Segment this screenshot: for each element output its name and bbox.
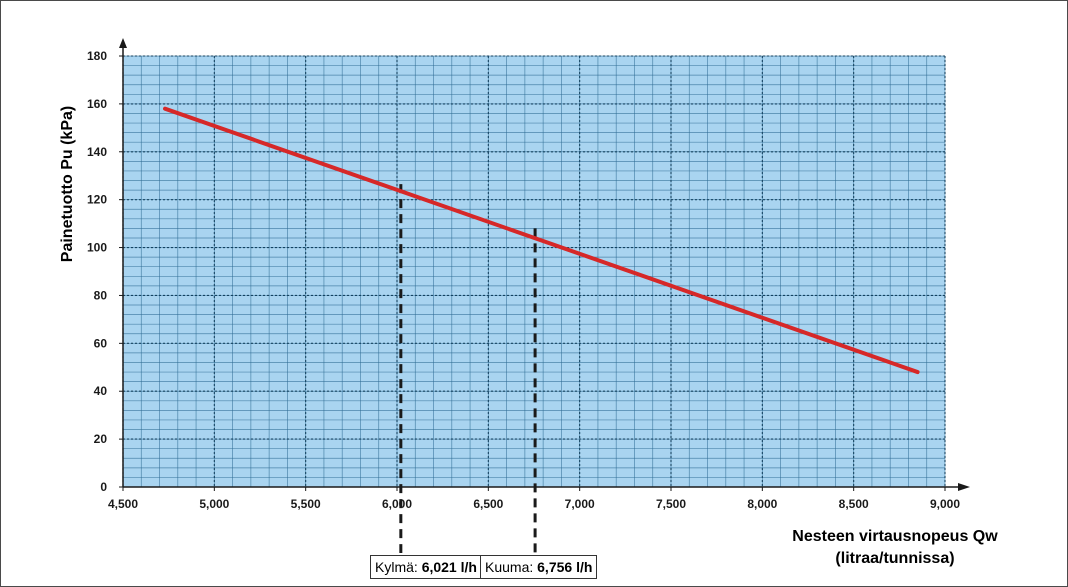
cold-flow-label: Kylmä: 6,021 l/h <box>370 555 482 579</box>
y-tick-label: 80 <box>94 288 108 302</box>
x-tick-label: 7,500 <box>656 497 686 511</box>
x-tick-label: 6,500 <box>473 497 503 511</box>
x-tick-labels: 4,500 5,000 5,500 6,000 6,500 7,000 7,500 8,000… <box>108 487 960 511</box>
y-tick-label: 180 <box>87 49 107 63</box>
x-tick-label: 4,500 <box>108 497 138 511</box>
series-group <box>163 106 920 375</box>
axes <box>119 38 970 491</box>
y-tick-label: 160 <box>87 97 107 111</box>
y-tick-label: 100 <box>87 241 107 255</box>
plot-area <box>123 56 945 487</box>
x-tick-label: 9,000 <box>930 497 960 511</box>
y-tick-label: 120 <box>87 193 107 207</box>
y-tick-label: 60 <box>94 336 108 350</box>
x-tick-label: 8,500 <box>839 497 869 511</box>
cold-flow-prefix: Kylmä: <box>375 559 422 575</box>
hot-flow-prefix: Kuuma: <box>485 559 538 575</box>
y-tick-label: 140 <box>87 145 107 159</box>
y-tick-label: 40 <box>94 384 108 398</box>
x-tick-label: 5,500 <box>291 497 321 511</box>
x-tick-label: 8,000 <box>747 497 777 511</box>
y-tick-label: 0 <box>100 480 107 494</box>
hot-flow-value: 6,756 l/h <box>537 559 593 575</box>
series-line-0 <box>163 106 920 375</box>
x-tick-label: 7,000 <box>565 497 595 511</box>
y-axis-title: Painetuotto Pu (kPa) <box>59 106 76 262</box>
y-tick-label: 20 <box>94 432 108 446</box>
x-axis-subtitle: (litraa/tunnissa) <box>835 550 954 567</box>
y-tick-labels: 0 20 40 60 80 100 120 140 160 180 <box>87 49 123 494</box>
marker-lines <box>399 184 537 553</box>
x-tick-label: 5,000 <box>199 497 229 511</box>
hot-flow-label: Kuuma: 6,756 l/h <box>480 555 598 579</box>
x-tick-label: 6,000 <box>382 497 412 511</box>
x-axis-title: Nesteen virtausnopeus Qw <box>792 528 998 545</box>
cold-flow-value: 6,021 l/h <box>421 559 477 575</box>
x-axis-arrow <box>958 483 970 491</box>
y-axis-arrow <box>119 38 127 48</box>
